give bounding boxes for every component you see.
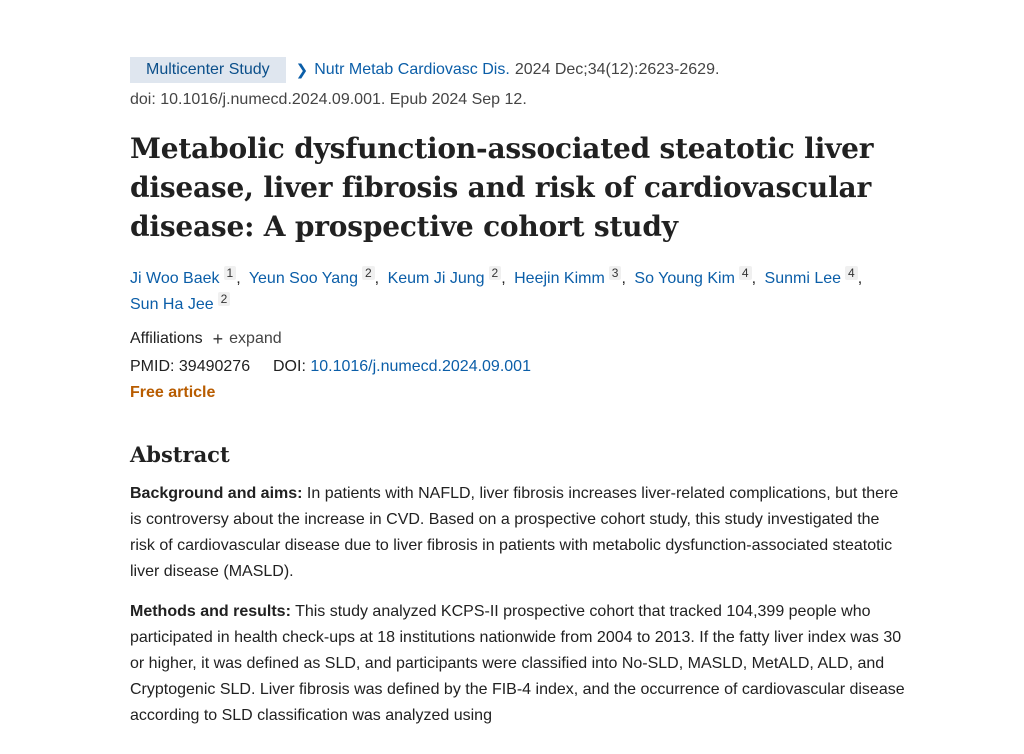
abstract-section-text: This study analyzed KCPS-II prospective … [130, 603, 905, 724]
author-link[interactable]: So Young Kim [634, 270, 735, 287]
author-list: Ji Woo Baek 1, Yeun Soo Yang 2, Keum Ji Ju… [130, 266, 863, 313]
identifiers-row: PMID: 39490276 DOI: 10.1016/j.numecd.202… [130, 358, 905, 376]
abstract-section-label: Background and aims: [130, 485, 303, 502]
affiliation-number[interactable]: 2 [361, 266, 375, 280]
abstract-section-text: In patients with NAFLD, liver fibrosis i… [130, 485, 899, 580]
abstract-heading: Abstract [130, 442, 230, 467]
journal-link[interactable]: ❯ Nutr Metab Cardiovasc Dis. [296, 61, 510, 79]
pmid-label: PMID: [130, 358, 175, 375]
abstract-section-label: Methods and results: [130, 603, 291, 620]
affiliation-number[interactable]: 1 [223, 266, 237, 280]
abstract-paragraph: Methods and results: This study analyzed… [130, 599, 905, 729]
affiliation-number[interactable]: 4 [738, 266, 752, 280]
abstract-paragraph: Background and aims: In patients with NA… [130, 481, 905, 585]
article-page: Multicenter Study ❯ Nutr Metab Cardiovas… [130, 57, 905, 729]
author-link[interactable]: Ji Woo Baek [130, 270, 220, 287]
abstract-section: Abstract Background and aims: In patient… [130, 442, 905, 729]
pmid-value: 39490276 [178, 358, 251, 375]
chevron-right-icon: ❯ [295, 62, 309, 79]
doi-epub-line: doi: 10.1016/j.numecd.2024.09.001. Epub … [130, 91, 527, 108]
affiliation-number[interactable]: 3 [608, 266, 622, 280]
expand-label: expand [229, 330, 282, 347]
publication-type-badge: Multicenter Study [130, 57, 286, 83]
citation-text: 2024 Dec;34(12):2623-2629. [514, 61, 720, 78]
doi-link[interactable]: 10.1016/j.numecd.2024.09.001 [310, 358, 531, 375]
expand-affiliations-button[interactable]: + expand [213, 330, 282, 348]
affiliations-label: Affiliations [130, 330, 203, 347]
author-link[interactable]: Yeun Soo Yang [248, 270, 358, 287]
affiliations-row: Affiliations + expand [130, 330, 905, 348]
journal-name: Nutr Metab Cardiovasc Dis. [314, 61, 510, 78]
author-link[interactable]: Sun Ha Jee [130, 296, 214, 313]
doi-label: DOI: [273, 358, 306, 375]
affiliation-number[interactable]: 2 [217, 292, 231, 306]
free-article-label: Free article [130, 384, 216, 401]
article-meta: Multicenter Study ❯ Nutr Metab Cardiovas… [130, 57, 905, 83]
author-link[interactable]: Sunmi Lee [764, 270, 842, 287]
affiliation-number[interactable]: 2 [488, 266, 502, 280]
author-link[interactable]: Keum Ji Jung [387, 270, 485, 287]
affiliation-number[interactable]: 4 [845, 266, 858, 280]
author-link[interactable]: Heejin Kimm [514, 270, 605, 287]
article-title: Metabolic dysfunction-associated steatot… [130, 132, 874, 243]
plus-icon: + [212, 329, 224, 349]
